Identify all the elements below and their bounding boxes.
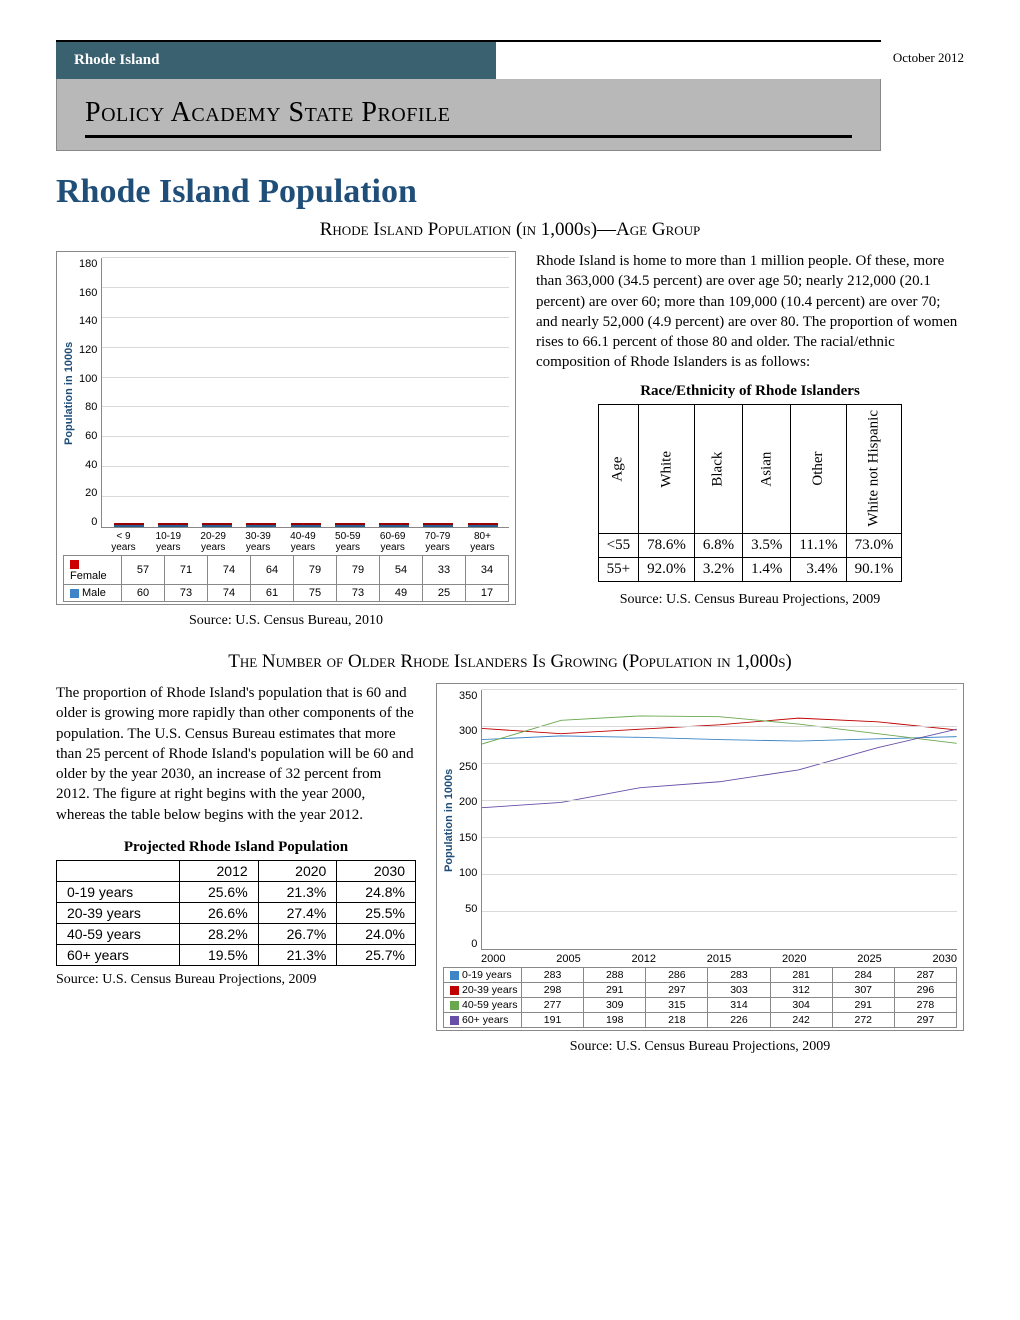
line-y-ticks: 350300250200150100500 (455, 690, 481, 950)
proj-table-source: Source: U.S. Census Bureau Projections, … (56, 972, 416, 988)
title-banner: Policy Academy State Profile (56, 79, 881, 151)
bar-y-label: Population in 1000s (63, 258, 75, 528)
proj-table-title: Projected Rhode Island Population (56, 839, 416, 856)
growth-subtitle: The Number of Older Rhode Islanders Is G… (56, 651, 964, 673)
bars-container (102, 258, 509, 527)
line-data-table: 0-19 years28328828628328128428720-39 yea… (443, 967, 957, 1028)
title-rule (85, 135, 852, 138)
growth-text: The proportion of Rhode Island's populat… (56, 683, 416, 825)
main-title: Rhode Island Population (56, 173, 964, 211)
bar-chart: Population in 1000s 18016014012010080604… (56, 251, 516, 605)
proj-table: 2012202020300-19 years25.6%21.3%24.8%20-… (56, 860, 416, 966)
race-table-source: Source: U.S. Census Bureau Projections, … (536, 592, 964, 608)
bottom-row: The proportion of Rhode Island's populat… (56, 683, 964, 1055)
line-y-label: Population in 1000s (443, 690, 455, 950)
bar-chart-subtitle: Rhode Island Population (in 1,000s)—Age … (56, 219, 964, 241)
profile-title: Policy Academy State Profile (85, 97, 852, 129)
race-table: AgeWhiteBlackAsianOtherWhite not Hispani… (598, 404, 903, 583)
line-plot (481, 690, 957, 950)
bar-chart-source: Source: U.S. Census Bureau, 2010 (56, 613, 516, 629)
top-row: Population in 1000s 18016014012010080604… (56, 251, 964, 629)
bar-plot (101, 258, 509, 528)
line-chart: Population in 1000s 35030025020015010050… (436, 683, 964, 1031)
intro-text: Rhode Island is home to more than 1 mill… (536, 251, 964, 373)
line-chart-source: Source: U.S. Census Bureau Projections, … (436, 1039, 964, 1055)
state-tab: Rhode Island (56, 42, 496, 79)
bar-y-ticks: 180160140120100806040200 (75, 258, 101, 528)
date-label: October 2012 (893, 40, 964, 66)
line-x-labels: 2000200520122015202020252030 (443, 950, 957, 965)
header-bar: Rhode Island (56, 40, 881, 79)
bar-x-labels: < 9 years10-19 years20-29 years30-39 yea… (63, 528, 509, 553)
race-table-title: Race/Ethnicity of Rhode Islanders (536, 383, 964, 400)
bar-data-table: Female577174647979543334Male607374617573… (63, 555, 509, 602)
header-region: Rhode Island Policy Academy State Profil… (56, 40, 964, 151)
